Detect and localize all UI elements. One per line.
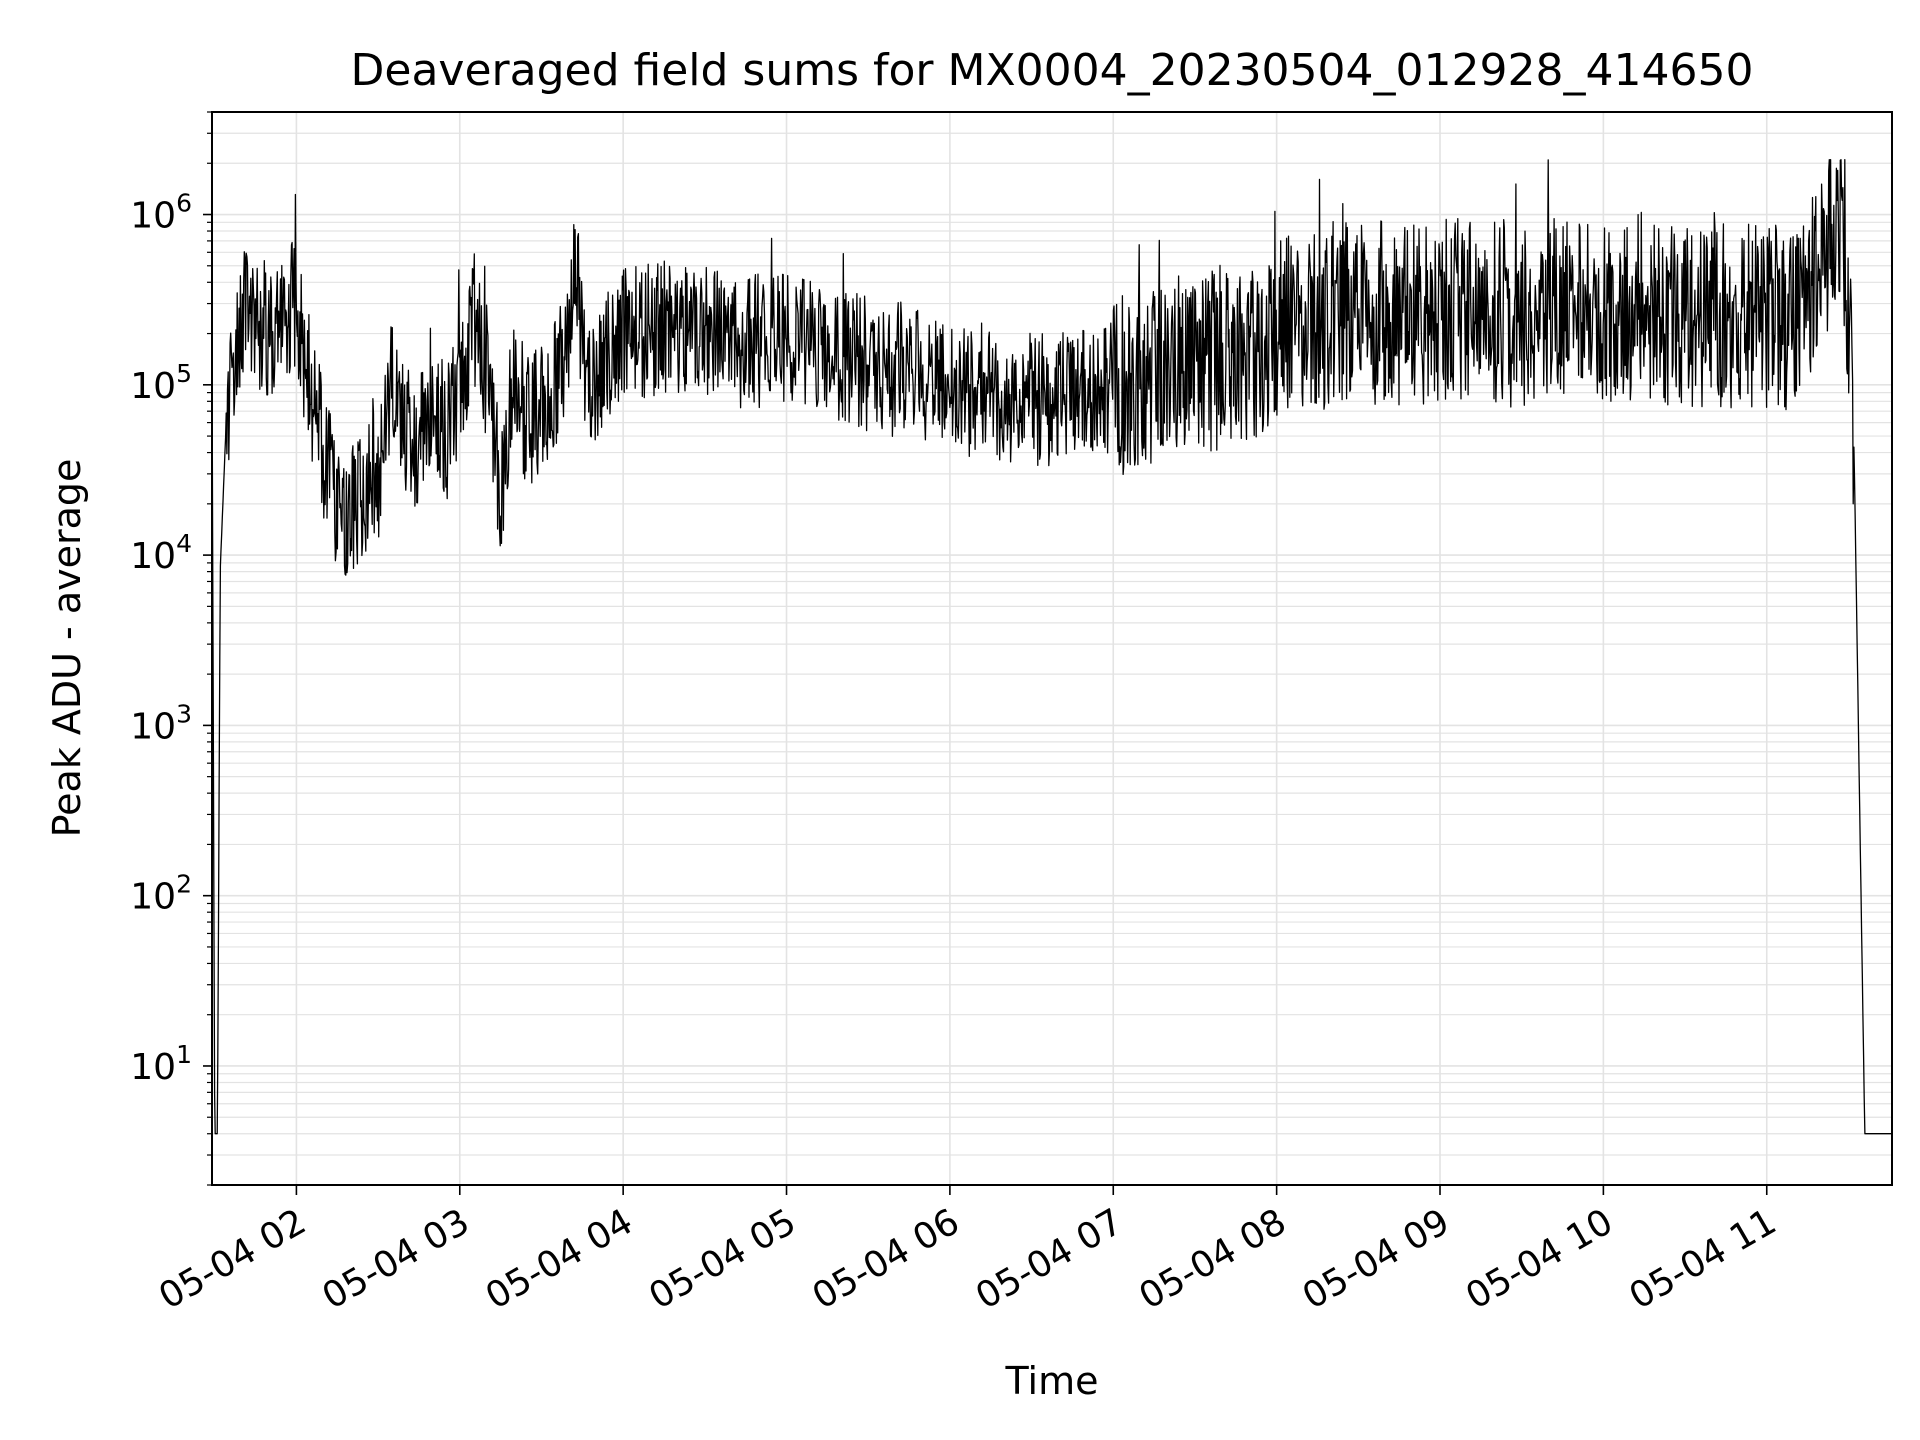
y-tick-base: 10 xyxy=(130,366,176,407)
y-tick-exponent: 4 xyxy=(176,529,192,558)
y-tick-exponent: 2 xyxy=(176,870,192,899)
y-tick-exponent: 1 xyxy=(176,1040,192,1069)
y-tick-base: 10 xyxy=(130,1047,176,1088)
plot-frame xyxy=(211,111,1893,1186)
y-tick-label: 103 xyxy=(130,699,192,747)
series-layer xyxy=(211,159,1893,1135)
y-tick-base: 10 xyxy=(130,196,176,237)
y-tick-label: 104 xyxy=(130,529,192,577)
y-tick-exponent: 5 xyxy=(176,359,192,388)
y-tick-base: 10 xyxy=(130,536,176,577)
y-tick-exponent: 6 xyxy=(176,189,192,218)
chart-title: Deaveraged field sums for MX0004_2023050… xyxy=(351,45,1754,96)
y-tick-label: 101 xyxy=(130,1040,192,1088)
x-axis-label: Time xyxy=(1005,1359,1099,1403)
y-tick-label: 106 xyxy=(130,189,192,237)
y-axis-label: Peak ADU - average xyxy=(45,459,89,838)
y-tick-label: 105 xyxy=(130,359,192,407)
y-tick-exponent: 3 xyxy=(176,699,192,728)
y-tick-label: 102 xyxy=(130,870,192,918)
y-tick-base: 10 xyxy=(130,877,176,918)
y-tick-base: 10 xyxy=(130,706,176,747)
series-line xyxy=(211,159,1893,1135)
